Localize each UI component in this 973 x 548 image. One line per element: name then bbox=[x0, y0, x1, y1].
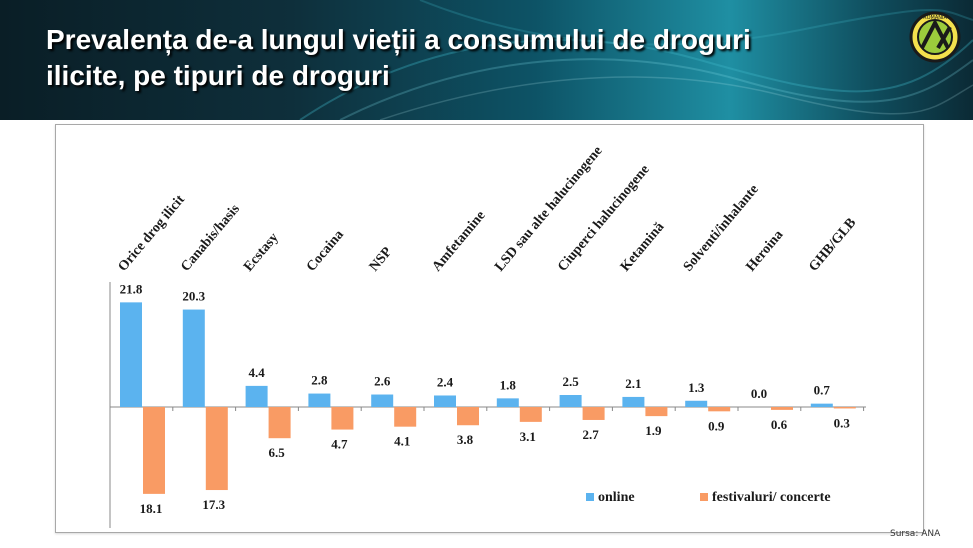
category-label: LSD sau alte halucinogene bbox=[492, 144, 605, 275]
festival-bar bbox=[833, 407, 856, 409]
festival-bar bbox=[582, 407, 605, 420]
festival-bar bbox=[268, 407, 291, 439]
online-bar bbox=[434, 395, 456, 407]
festival-value-label: 1.9 bbox=[645, 423, 662, 438]
festival-value-label: 2.7 bbox=[582, 427, 599, 442]
festival-bar bbox=[645, 407, 668, 417]
festival-value-label: 4.1 bbox=[394, 434, 410, 449]
legend-festival-label: festivaluri/ concerte bbox=[712, 490, 831, 505]
festival-bar bbox=[143, 407, 165, 494]
legend-online-label: online bbox=[598, 490, 635, 505]
festival-bar bbox=[519, 407, 542, 422]
online-bar bbox=[559, 395, 582, 407]
festival-bar bbox=[205, 407, 228, 491]
legend-festival-swatch bbox=[700, 493, 708, 501]
online-value-label: 20.3 bbox=[182, 289, 205, 304]
festival-value-label: 4.7 bbox=[331, 437, 348, 452]
online-bar bbox=[308, 393, 331, 407]
category-label: Orice drog ilicit bbox=[116, 192, 189, 274]
festival-value-label: 3.1 bbox=[520, 429, 536, 444]
online-bar bbox=[182, 309, 205, 407]
festival-value-label: 0.3 bbox=[834, 415, 851, 430]
online-value-label: 1.3 bbox=[688, 380, 705, 395]
festival-value-label: 18.1 bbox=[140, 501, 163, 516]
category-label: Heroina bbox=[744, 228, 787, 275]
festival-value-label: 3.8 bbox=[457, 432, 474, 447]
online-value-label: 21.8 bbox=[120, 281, 143, 296]
wave-decoration bbox=[299, 0, 973, 120]
online-value-label: 1.8 bbox=[500, 377, 517, 392]
category-label: Amfetamine bbox=[430, 208, 489, 274]
logo-text: ROMÂNIA bbox=[923, 14, 947, 21]
ana-logo-icon: ROMÂNIA bbox=[909, 11, 961, 63]
online-value-label: 2.8 bbox=[311, 373, 328, 388]
festival-value-label: 17.3 bbox=[202, 497, 225, 512]
online-value-label: 2.1 bbox=[625, 376, 641, 391]
category-label: Ecstasy bbox=[241, 230, 281, 274]
online-bar bbox=[685, 400, 708, 407]
online-value-label: 4.4 bbox=[248, 365, 265, 380]
title-line-1: Prevalența de-a lungul vieții a consumul… bbox=[46, 24, 751, 55]
online-bar bbox=[810, 403, 833, 407]
online-value-label: 0.0 bbox=[751, 386, 767, 401]
festival-value-label: 6.5 bbox=[268, 445, 285, 460]
online-bar bbox=[245, 385, 268, 407]
online-value-label: 0.7 bbox=[814, 383, 831, 398]
festival-value-label: 0.6 bbox=[771, 417, 788, 432]
header-banner: Prevalența de-a lungul vieții a consumul… bbox=[0, 0, 973, 120]
online-value-label: 2.6 bbox=[374, 374, 391, 389]
festival-bar bbox=[457, 407, 479, 426]
festival-bar bbox=[771, 407, 793, 410]
category-label: Canabis/hasis bbox=[178, 201, 243, 274]
festival-bar bbox=[708, 407, 731, 412]
title-line-2: ilicite, pe tipuri de droguri bbox=[46, 60, 390, 91]
festival-bar bbox=[331, 407, 354, 430]
online-bar bbox=[120, 302, 142, 407]
category-label: Cocaina bbox=[304, 227, 347, 274]
category-label: GHB/GLB bbox=[806, 215, 859, 274]
festival-bar bbox=[394, 407, 417, 427]
category-label: NSP bbox=[367, 244, 396, 274]
online-bar bbox=[496, 398, 519, 407]
page-title: Prevalența de-a lungul vieții a consumul… bbox=[46, 22, 846, 94]
festival-value-label: 0.9 bbox=[708, 418, 725, 433]
online-bar bbox=[622, 396, 645, 407]
online-value-label: 2.5 bbox=[562, 374, 579, 389]
online-bar bbox=[371, 394, 394, 407]
online-value-label: 2.4 bbox=[437, 374, 454, 389]
category-label: Ketamină bbox=[618, 220, 667, 275]
source-note: Sursa: ANA bbox=[890, 529, 941, 539]
legend-online-swatch bbox=[586, 493, 594, 501]
